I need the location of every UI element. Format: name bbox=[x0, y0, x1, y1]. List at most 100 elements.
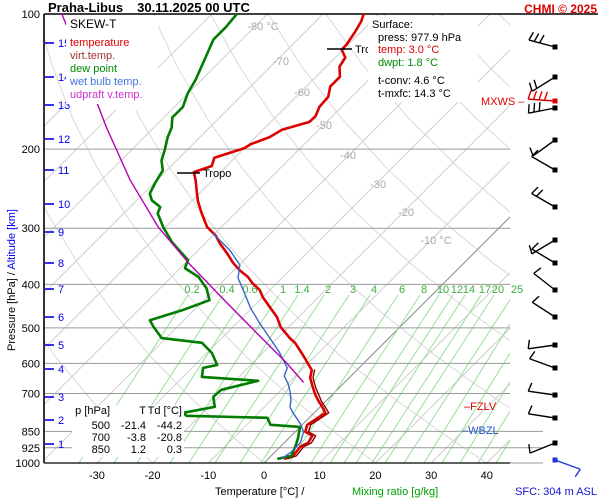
copyright-label: CHMI © 2025 bbox=[524, 2, 597, 16]
isotherm-label: -30 bbox=[370, 179, 386, 191]
temp-tick-label: -20 bbox=[145, 470, 161, 482]
surface-box-title: Surface: bbox=[372, 19, 413, 31]
mixing-ratio-line bbox=[371, 294, 482, 463]
wind-barb-staff bbox=[528, 344, 556, 350]
table-cell: -3.8 bbox=[127, 432, 146, 444]
pressure-tick-label: 700 bbox=[22, 388, 40, 400]
temp-tick-label: -30 bbox=[89, 470, 105, 482]
surface-info-box: Surface: press: 977.9 hPa temp: 3.0 °C dwp… bbox=[368, 17, 478, 102]
y-axis-title-sep: / bbox=[6, 269, 18, 279]
page-title: Praha-Libus 30.11.2025 00 UTC bbox=[48, 0, 264, 15]
pressure-tick-label: 400 bbox=[22, 279, 40, 291]
wind-barb-feather bbox=[527, 382, 533, 392]
table-cell: 700 bbox=[91, 432, 110, 444]
wind-barb-staff bbox=[531, 192, 556, 208]
dry-adiabat-line bbox=[498, 14, 510, 26]
wind-barb-staff bbox=[528, 107, 556, 114]
mixing-ratio-label: 1.4 bbox=[294, 284, 309, 296]
wind-barb bbox=[527, 90, 558, 104]
wind-barb-staff bbox=[528, 39, 556, 48]
mixing-ratio-label: 2 bbox=[325, 284, 331, 296]
mixing-ratio-line bbox=[441, 352, 510, 463]
wind-barb-staff bbox=[533, 272, 556, 291]
legend-item-wet-bulb-temp-: wet bulb temp. bbox=[70, 76, 142, 88]
altitude-tick-label: 8 bbox=[58, 258, 64, 270]
mixing-ratio-label: 0.6 bbox=[242, 284, 257, 296]
temp-tick-label: 0 bbox=[261, 470, 267, 482]
mixing-ratio-line bbox=[288, 294, 399, 463]
wind-barb-feather bbox=[528, 444, 531, 454]
dry-adiabat-line bbox=[152, 14, 510, 409]
wind-barb-staff bbox=[532, 139, 556, 157]
mixing-ratio-line bbox=[495, 439, 510, 463]
x-axis-title-temperature: Temperature [°C] / bbox=[215, 486, 305, 498]
legend-item-udpraft-v-temp-: udpraft v.temp. bbox=[70, 89, 143, 101]
dry-adiabat-line bbox=[267, 14, 510, 277]
mixing-ratio-line bbox=[423, 323, 510, 463]
pressure-tick-label: 200 bbox=[22, 144, 40, 156]
mixing-ratio-label: 17 bbox=[479, 284, 491, 296]
wind-barb bbox=[531, 149, 558, 173]
curve-virtual-temperature bbox=[287, 369, 330, 460]
wind-barb-feather bbox=[533, 267, 542, 274]
wind-barb-feather bbox=[527, 90, 532, 100]
wind-barb bbox=[527, 405, 558, 421]
mixing-ratio-line bbox=[477, 410, 510, 463]
isotherm-label: -50 bbox=[316, 120, 332, 132]
wind-barb-staff bbox=[529, 358, 556, 369]
altitude-tick-label: 3 bbox=[58, 392, 64, 404]
y-axis-title-altitude: Altitude [km] bbox=[6, 209, 18, 270]
wind-barb-feather bbox=[531, 242, 539, 250]
mixing-ratio-label: 4 bbox=[371, 284, 377, 296]
mixing-ratio-label: 0.4 bbox=[219, 284, 234, 296]
wind-barb-staff bbox=[528, 390, 556, 396]
wind-barb-staff bbox=[528, 98, 556, 102]
surface-elevation-label: SFC: 304 m ASL bbox=[515, 486, 597, 498]
wind-barb-feather bbox=[531, 186, 539, 194]
mixing-ratio-label: 12 bbox=[451, 284, 463, 296]
mixing-ratio-line bbox=[343, 294, 454, 463]
isotherm-label: -20 bbox=[398, 207, 414, 219]
wind-barb bbox=[527, 382, 558, 398]
dry-adiabat-line bbox=[44, 35, 376, 463]
temp-tick-label: -10 bbox=[200, 470, 216, 482]
wind-barb bbox=[528, 31, 558, 50]
mixing-ratio-label: 6 bbox=[399, 284, 405, 296]
isotherm-line bbox=[96, 49, 510, 463]
temp-tick-label: 40 bbox=[481, 470, 493, 482]
isotherm-label: -70 bbox=[273, 56, 289, 68]
wind-barb bbox=[529, 137, 558, 157]
mixing-ratio-label: 3 bbox=[350, 284, 356, 296]
curve-dew-point bbox=[148, 14, 302, 460]
altitude-tick-label: 6 bbox=[58, 312, 64, 324]
wind-barb-feather bbox=[532, 90, 538, 100]
table-cell: 850 bbox=[91, 444, 110, 456]
tropo-label: Tropo bbox=[203, 168, 231, 180]
isotherm-line bbox=[44, 14, 435, 406]
diagram-type-label: SKEW-T bbox=[70, 17, 117, 31]
temp-tick-label: 10 bbox=[314, 470, 326, 482]
wind-barb-feather bbox=[533, 79, 538, 89]
pressure-tick-label: 300 bbox=[22, 223, 40, 235]
wind-barb bbox=[528, 74, 558, 92]
wind-barb-staff bbox=[528, 413, 556, 419]
wind-barb-feather bbox=[538, 34, 545, 44]
wind-barb bbox=[528, 237, 558, 255]
dry-adiabat-line bbox=[209, 14, 510, 342]
isotherm-line bbox=[263, 216, 510, 463]
wind-barb bbox=[527, 339, 558, 350]
mixing-ratio-label: 8 bbox=[421, 284, 427, 296]
wind-barb-feather bbox=[528, 82, 533, 92]
altitude-tick-label: 7 bbox=[58, 284, 64, 296]
dry-adiabat-line bbox=[557, 14, 600, 463]
surface-box-line: t-mxfc: 14.3 °C bbox=[378, 87, 451, 100]
mixing-ratio-label: 0.2 bbox=[184, 284, 199, 296]
x-axis-title-mixing-ratio: Mixing ratio [g/kg] bbox=[352, 486, 439, 498]
isotherm-label: -10 °C bbox=[420, 235, 451, 247]
wind-barb-feather bbox=[531, 149, 539, 157]
surface-box-line: t-conv: 4.6 °C bbox=[378, 75, 445, 87]
temp-tick-label: 20 bbox=[369, 470, 381, 482]
mixing-ratio-line bbox=[329, 294, 440, 463]
wind-barb-staff bbox=[529, 442, 556, 454]
pressure-tick-label: 925 bbox=[22, 443, 40, 455]
